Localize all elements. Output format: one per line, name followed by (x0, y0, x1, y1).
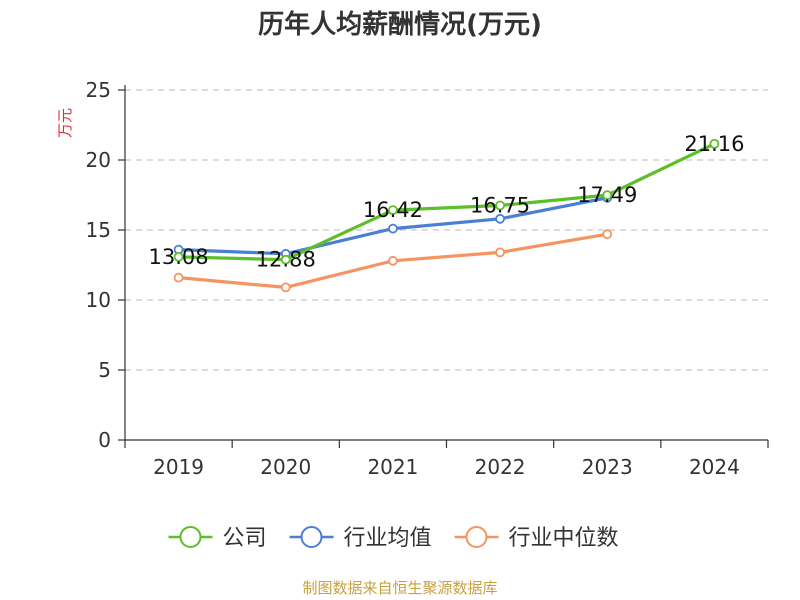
point-2-2023 (602, 229, 613, 240)
data-label-2024: 21.16 (684, 132, 744, 156)
legend-item-0: 公司 (168, 526, 267, 551)
legend-marker-2 (465, 526, 488, 548)
chart-title: 历年人均薪酬情况(万元) (258, 9, 542, 40)
point-0-2020 (280, 254, 291, 265)
y-tick-label-15: 15 (86, 218, 111, 242)
legend-label-1: 行业均值 (344, 526, 432, 551)
data-label-2023: 17.49 (577, 183, 637, 207)
point-2-2019 (173, 272, 184, 283)
x-tick-label-2022: 2022 (475, 455, 526, 479)
point-0-2023 (602, 190, 613, 201)
y-tick-label-0: 0 (98, 428, 111, 452)
series-layer (173, 138, 720, 293)
legend-label-2: 行业中位数 (509, 526, 619, 551)
point-0-2022 (495, 200, 505, 211)
x-tick-label-2020: 2020 (260, 455, 311, 479)
y-tick-label-25: 25 (86, 78, 111, 102)
y-axis-label: 万元 (56, 108, 74, 138)
legend: 公司 行业均值 行业中位数 (168, 526, 619, 551)
point-1-2022 (495, 213, 505, 224)
data-label-2019: 13.08 (149, 245, 209, 269)
point-0-2024 (709, 138, 720, 149)
data-labels: 13.08 12.88 16.42 16.75 17.49 21.16 (149, 132, 745, 272)
legend-marker-1 (300, 526, 323, 548)
data-label-2020: 12.88 (256, 248, 316, 272)
x-tick-label-2019: 2019 (153, 455, 204, 479)
data-label-2021: 16.42 (363, 198, 423, 222)
legend-marker-0 (179, 526, 202, 548)
x-tick-label-2023: 2023 (582, 455, 633, 479)
series-2 (173, 229, 613, 293)
point-0-2019 (173, 251, 184, 262)
source-note: 制图数据来自恒生聚源数据库 (302, 579, 497, 597)
legend-item-1: 行业均值 (289, 526, 432, 551)
series-0 (173, 138, 720, 265)
data-label-2022: 16.75 (470, 194, 530, 218)
y-tick-label-20: 20 (86, 148, 111, 172)
x-tick-label-2021: 2021 (367, 455, 418, 479)
series-line-0 (178, 142, 716, 262)
point-2-2020 (280, 282, 291, 293)
point-2-2021 (388, 255, 398, 266)
axes: 0 5 10 15 20 25 2019 2020 2021 2022 2023 2024 (86, 78, 769, 479)
y-tick-label-10: 10 (86, 288, 111, 312)
y-tick-label-5: 5 (98, 358, 111, 382)
x-tick-label-2024: 2024 (689, 455, 740, 479)
point-1-2021 (388, 223, 398, 234)
legend-label-0: 公司 (223, 526, 267, 551)
point-0-2021 (388, 205, 398, 216)
grid-lines (125, 89, 768, 371)
point-2-2022 (495, 247, 505, 258)
legend-item-2: 行业中位数 (454, 526, 619, 551)
